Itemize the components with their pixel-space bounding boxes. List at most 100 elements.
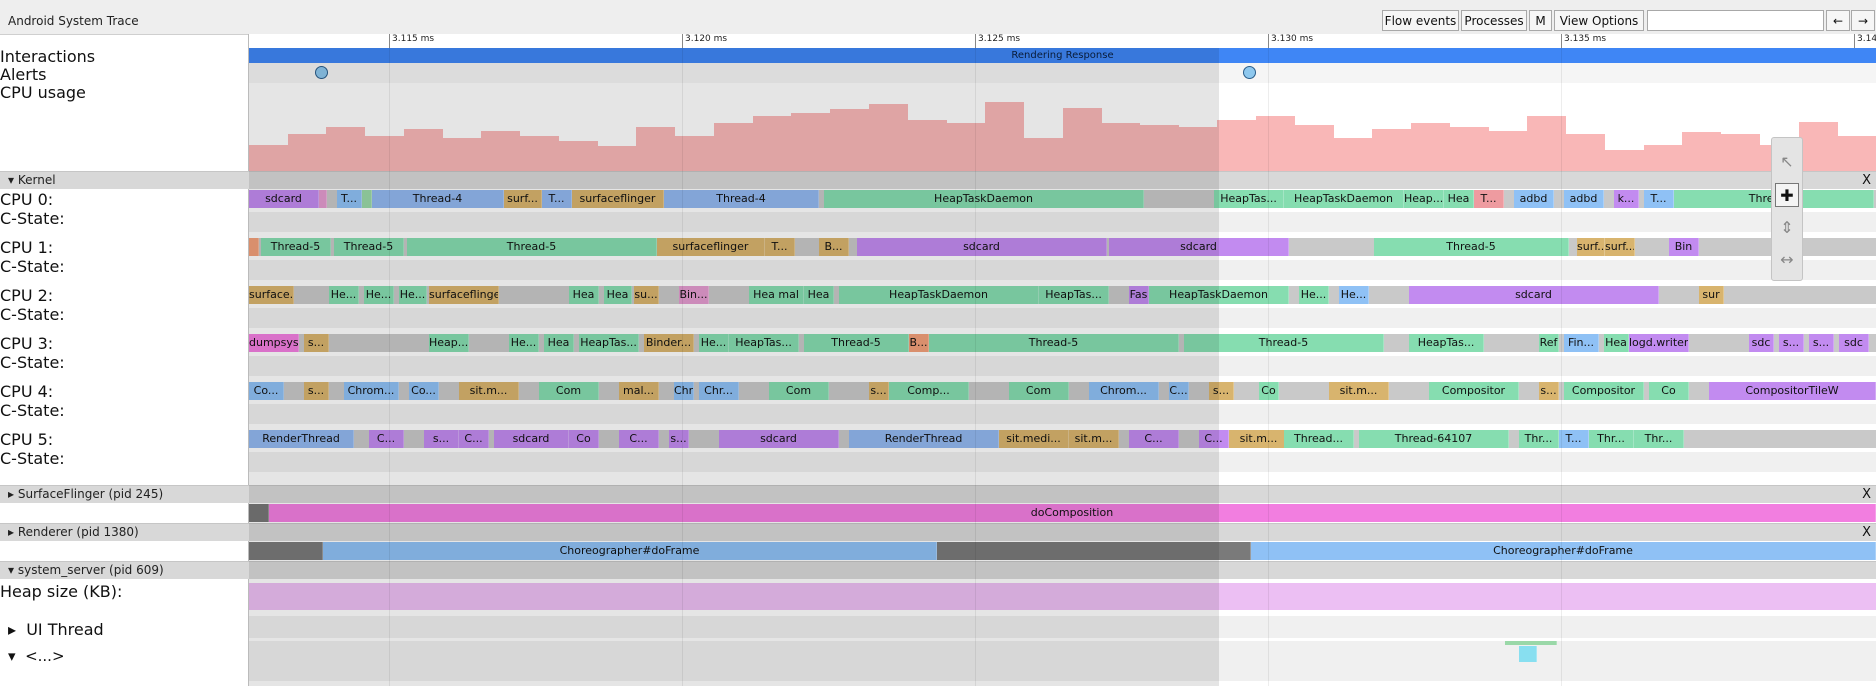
cpu-slice[interactable]: surf... (504, 190, 542, 208)
cpu-slice[interactable]: s... (424, 430, 459, 448)
cpu-slice[interactable]: Com (1009, 382, 1069, 400)
cpu-slice[interactable]: HeapTaskDaemon (839, 286, 1039, 304)
cpu-slice[interactable]: HeapTaskDaemon (1149, 286, 1289, 304)
cpu-slice[interactable]: sdcard (494, 430, 569, 448)
cpu-slice[interactable]: Thread-5 (1374, 238, 1569, 256)
cpu-slice[interactable]: Co... (249, 382, 284, 400)
cpu-slice[interactable] (362, 190, 372, 208)
cpu-slice[interactable]: s... (869, 382, 889, 400)
choreographer-slice[interactable]: Choreographer#doFrame (1251, 542, 1876, 560)
cstate-track[interactable] (249, 404, 1876, 424)
cpu-slice[interactable]: sit.medi... (999, 430, 1069, 448)
cpu-slice[interactable]: sdcard (857, 238, 1107, 256)
surfaceflinger-group-header[interactable]: ▸ SurfaceFlinger (pid 245) X (0, 485, 1876, 503)
cpu-slice[interactable]: He... (329, 286, 359, 304)
search-input[interactable] (1647, 10, 1824, 31)
cpu-slice[interactable]: s... (669, 430, 689, 448)
thread-track[interactable] (249, 641, 1876, 681)
cpu-slice[interactable]: surf... (1605, 238, 1635, 256)
cpu-slice[interactable]: T... (765, 238, 795, 256)
zoom-icon[interactable]: ⇕ (1780, 218, 1794, 237)
renderer-group-header[interactable]: ▸ Renderer (pid 1380) X (0, 523, 1876, 541)
cpu-slice[interactable]: Bin (1669, 238, 1699, 256)
cpu-slice[interactable]: sdc (1749, 334, 1774, 352)
cpu-slice[interactable]: Thread-5 (334, 238, 404, 256)
cpu-slice[interactable]: s... (1209, 382, 1234, 400)
cpu-slice[interactable]: Chr... (699, 382, 739, 400)
cstate-track[interactable] (249, 356, 1876, 376)
cpu-slice[interactable]: CompositorTileW (1709, 382, 1876, 400)
slice[interactable] (937, 542, 1251, 560)
slice[interactable] (1519, 646, 1537, 662)
cpu-slice[interactable]: C... (459, 430, 489, 448)
cpu-slice[interactable]: T... (1474, 190, 1504, 208)
cpu-slice[interactable]: Chrom... (1089, 382, 1159, 400)
cpu-slice[interactable]: C... (619, 430, 659, 448)
cpu-slice-track[interactable]: RenderThread C... s... C... sdcard Co C... s...… (249, 430, 1876, 448)
cpu-slice[interactable]: Hea (1604, 334, 1629, 352)
cpu-slice[interactable]: Compositor (1564, 382, 1644, 400)
cpu-slice[interactable]: Chrom... (344, 382, 399, 400)
pointer-icon[interactable]: ↖ (1780, 152, 1794, 171)
cpu-slice[interactable]: B... (819, 238, 849, 256)
cpu-slice[interactable]: Thread-64107 (1359, 430, 1509, 448)
cpu-slice[interactable]: sit.m... (1069, 430, 1119, 448)
surfaceflinger-track[interactable]: doComposition (249, 504, 1876, 522)
cpu-slice[interactable]: Thread-4 (372, 190, 504, 208)
cpu-slice[interactable]: Com (539, 382, 599, 400)
cpu-slice[interactable]: s... (304, 382, 329, 400)
alerts-track[interactable] (249, 63, 1876, 83)
cpu-slice[interactable]: HeapTas... (729, 334, 799, 352)
timing-icon[interactable]: ↔ (1780, 250, 1794, 269)
cpu-slice[interactable]: Thread... (1284, 430, 1354, 448)
rendering-response-slice[interactable]: Rendering Response (1011, 50, 1114, 61)
cpu-slice[interactable]: Fin... (1564, 334, 1599, 352)
slice[interactable] (249, 504, 269, 522)
cpu-slice[interactable]: su... (634, 286, 659, 304)
cpu-slice[interactable]: T... (1644, 190, 1674, 208)
cpu-slice[interactable]: s... (1779, 334, 1804, 352)
close-icon[interactable]: X (1862, 525, 1871, 540)
alert-marker[interactable] (315, 66, 328, 79)
cpu-slice[interactable]: sdcard (719, 430, 839, 448)
cpu-slice[interactable]: HeapTas... (1409, 334, 1484, 352)
cpu-slice[interactable]: C... (1199, 430, 1229, 448)
cpu-slice[interactable]: sdcard (1409, 286, 1659, 304)
cpu-slice[interactable]: dumpsys (249, 334, 299, 352)
renderer-track[interactable]: Choreographer#doFrame Choreographer#doFr… (249, 542, 1876, 560)
cpu-slice[interactable]: He... (509, 334, 539, 352)
view-options-button[interactable]: View Options (1554, 10, 1644, 31)
alert-marker[interactable] (1243, 66, 1256, 79)
cpu-slice[interactable]: Hea (544, 334, 574, 352)
close-icon[interactable]: X (1862, 487, 1871, 502)
cpu-slice[interactable]: Thread-5 (804, 334, 909, 352)
cstate-track[interactable] (249, 212, 1876, 232)
cpu-slice[interactable]: Bin... (679, 286, 709, 304)
cpu-slice[interactable]: sdcard (1109, 238, 1289, 256)
arrow-left-icon[interactable]: ← (1826, 10, 1850, 31)
cpu-slice[interactable]: sit.m... (459, 382, 519, 400)
cpu-slice[interactable]: HeapTaskDaemon (824, 190, 1144, 208)
cpu-slice[interactable]: T... (337, 190, 362, 208)
cpu-slice-track[interactable]: dumpsys s... Heap... He... Hea HeapTas... Bind… (249, 334, 1876, 352)
kernel-group-header[interactable]: ▾ Kernel X (0, 171, 1876, 189)
cpu-slice[interactable]: Co (1649, 382, 1689, 400)
cpu-slice[interactable]: T... (1559, 430, 1589, 448)
cpu-slice-track[interactable]: surface...He...He...He...surfaceflingerH… (249, 286, 1876, 304)
cpu-slice[interactable]: HeapTas... (579, 334, 639, 352)
ui-thread-track[interactable] (249, 616, 1876, 638)
cpu-slice[interactable]: C... (369, 430, 404, 448)
cpu-slice[interactable]: surf... (1577, 238, 1605, 256)
cpu-slice[interactable]: surfaceflinger (657, 238, 765, 256)
cpu-slice-track[interactable]: sdcard T... Thread-4 surf... T... surfaceflin… (249, 190, 1876, 208)
heap-size-track[interactable] (249, 583, 1876, 610)
cpu-slice[interactable]: Thread-5 (261, 238, 331, 256)
cpu-slice[interactable]: HeapTas... (1214, 190, 1284, 208)
cpu-slice-track[interactable]: Co... s... Chrom... Co... sit.m... Com mal... C… (249, 382, 1876, 400)
cpu-slice[interactable]: RenderThread (249, 430, 354, 448)
cpu-slice[interactable]: sur (1699, 286, 1724, 304)
pan-icon[interactable]: ✚ (1775, 183, 1799, 207)
cpu-slice[interactable]: surface... (249, 286, 294, 304)
cpu-slice[interactable]: Thread-4 (664, 190, 819, 208)
cpu-slice[interactable]: adbd (1564, 190, 1604, 208)
